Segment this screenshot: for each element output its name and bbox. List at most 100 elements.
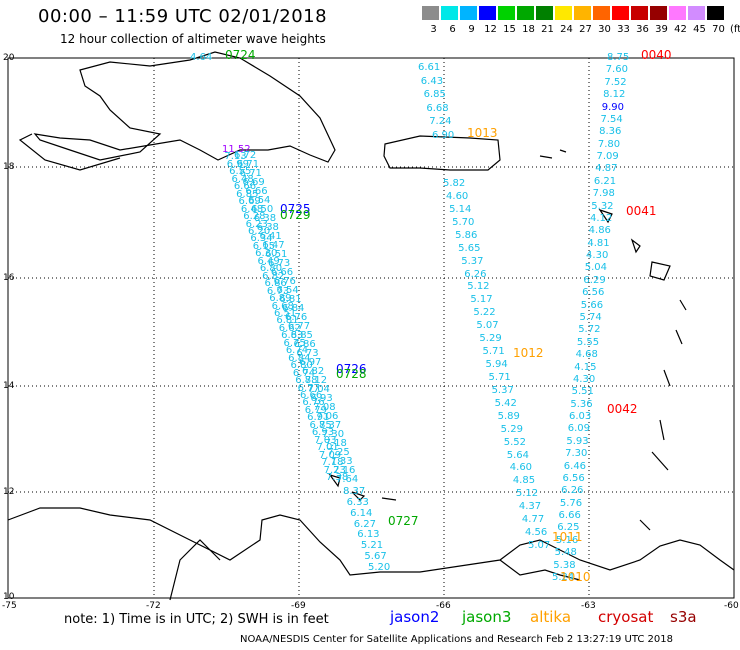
time-label-0040: 0040 [641, 48, 672, 62]
wave-height-value: 6.15 [252, 240, 275, 252]
satellite-cryosat: cryosat [598, 608, 654, 626]
wave-height-value: 5.66 [580, 299, 604, 311]
wave-height-value: 7.25 [327, 447, 350, 458]
wave-height-value: 5.20 [368, 562, 391, 573]
wave-height-value: 7.52 [604, 76, 627, 88]
lon-label-66: -66 [436, 601, 451, 611]
wave-height-value: 7.03 [314, 434, 337, 446]
wave-height-value: 6.38 [256, 222, 279, 233]
wave-height-value: 6.82 [302, 366, 325, 377]
coastlines [7, 51, 735, 601]
color-scale-label: 45 [693, 24, 706, 35]
wave-height-value: 7.23 [323, 464, 346, 476]
wave-height-value: 6.62 [278, 322, 301, 334]
color-swatch [517, 6, 534, 20]
wave-height-value: 6.93 [310, 393, 333, 404]
wave-height-value: 4.60 [446, 190, 469, 202]
wave-height-value: 6.84 [282, 303, 305, 314]
wave-height-value: 6.71 [239, 168, 262, 179]
wave-height-value: 5.17 [470, 294, 493, 306]
wave-height-value: 5.22 [473, 307, 496, 319]
wave-height-value: 6.14 [350, 507, 373, 519]
color-scale-label: 36 [636, 24, 649, 35]
wave-height-value: 7.09 [596, 151, 619, 163]
color-scale-label: 39 [655, 24, 668, 35]
color-scale-label: 6 [449, 24, 456, 35]
wave-height-value: 5.94 [485, 359, 508, 370]
wave-height-value: 4.81 [587, 237, 610, 249]
color-scale-label: 27 [579, 24, 592, 35]
wave-height-value: 6.69 [238, 196, 261, 208]
wave-height-value: 6.46 [563, 460, 587, 472]
wave-height-value: 7.80 [597, 138, 621, 150]
wave-height-value: 7.30 [565, 448, 588, 460]
lat-label-16: 16 [3, 273, 15, 283]
time-label-1013: 1013 [467, 126, 498, 140]
wave-height-value: 6.75 [283, 337, 306, 349]
wave-height-value: 6.76 [273, 276, 296, 287]
credit-footer: NOAA/NESDIS Center for Satellite Applica… [240, 634, 673, 645]
wave-height-value: 4.37 [518, 501, 542, 513]
color-swatch [650, 6, 667, 20]
wave-height-value: 7.06 [316, 411, 339, 422]
time-label-0041: 0041 [626, 204, 657, 218]
wave-height-value: 6.93 [311, 427, 335, 439]
map-subtitle: 12 hour collection of altimeter wave hei… [60, 32, 326, 46]
grid-lines [8, 58, 734, 598]
wave-height-value: 5.71 [488, 371, 511, 383]
wave-height-value: 6.51 [274, 308, 297, 319]
color-swatch [669, 6, 686, 20]
wave-height-value: 4.87 [595, 163, 618, 175]
wave-height-value: 6.81 [279, 294, 302, 305]
wave-height-value: 5.21 [360, 540, 384, 552]
color-scale-label: (ft) [729, 24, 740, 35]
wave-height-value: 6.89 [269, 293, 292, 305]
wave-height-value: 6.47 [262, 240, 285, 251]
wave-height-value: 5.16 [555, 534, 579, 546]
wave-height-value: 4.30 [586, 250, 609, 262]
wave-height-value: 6.48 [240, 203, 264, 215]
wave-height-value: 6.55 [229, 166, 252, 178]
wave-height-value: 5.07 [476, 320, 499, 332]
wave-height-value: 4.85 [512, 475, 536, 487]
wave-height-value: 6.73 [266, 285, 290, 297]
wave-height-value: 6.43 [420, 75, 444, 87]
wave-height-value: 6.56 [562, 472, 585, 484]
time-label-0726: 0726 [336, 362, 367, 376]
wave-height-value: 4.60 [509, 462, 533, 474]
wave-height-value: 7.64 [336, 474, 359, 485]
wave-height-value: 6.72 [234, 150, 257, 161]
wave-height-value: 5.04 [584, 262, 607, 274]
wave-height-value: 5.32 [591, 200, 614, 212]
wave-height-value: 5.89 [497, 410, 520, 422]
wave-height-value: 6.13 [357, 529, 380, 541]
wave-height-value: 6.84 [288, 352, 311, 364]
color-scale-label: 33 [617, 24, 630, 35]
wave-height-value: 7.24 [429, 116, 452, 128]
wave-height-value: 7.09 [318, 449, 342, 461]
wave-height-value: 6.66 [558, 510, 581, 522]
color-scale-label: 18 [522, 24, 535, 35]
time-label-1012: 1012 [513, 346, 544, 360]
wave-height-value: 7.16 [333, 465, 356, 476]
wave-height-value: 5.76 [559, 497, 583, 509]
wave-height-value: 8.12 [603, 89, 626, 101]
wave-height-value: 6.25 [557, 522, 580, 534]
wave-height-value: 4.68 [575, 349, 598, 361]
wave-height-value: 6.73 [296, 348, 319, 359]
wave-height-value: 6.66 [300, 390, 323, 401]
time-label-0725: 0725 [280, 202, 311, 216]
color-scale-label: 42 [674, 24, 687, 35]
satellite-s3a: s3a [670, 608, 697, 626]
wave-height-value: 6.71 [236, 159, 260, 170]
wave-height-value: 6.79 [304, 404, 327, 416]
wave-height-value: 5.82 [443, 178, 466, 189]
wave-height-value: 6.74 [285, 345, 309, 357]
color-swatch [460, 6, 477, 20]
wave-height-value: 5.51 [571, 386, 594, 398]
wave-height-value: 6.49 [257, 255, 280, 267]
wave-height-value: 6.74 [292, 367, 316, 379]
wave-height-value: 7.04 [307, 384, 330, 395]
wave-height-value: 6.80 [259, 263, 283, 275]
satellite-jason3: jason3 [462, 608, 512, 626]
